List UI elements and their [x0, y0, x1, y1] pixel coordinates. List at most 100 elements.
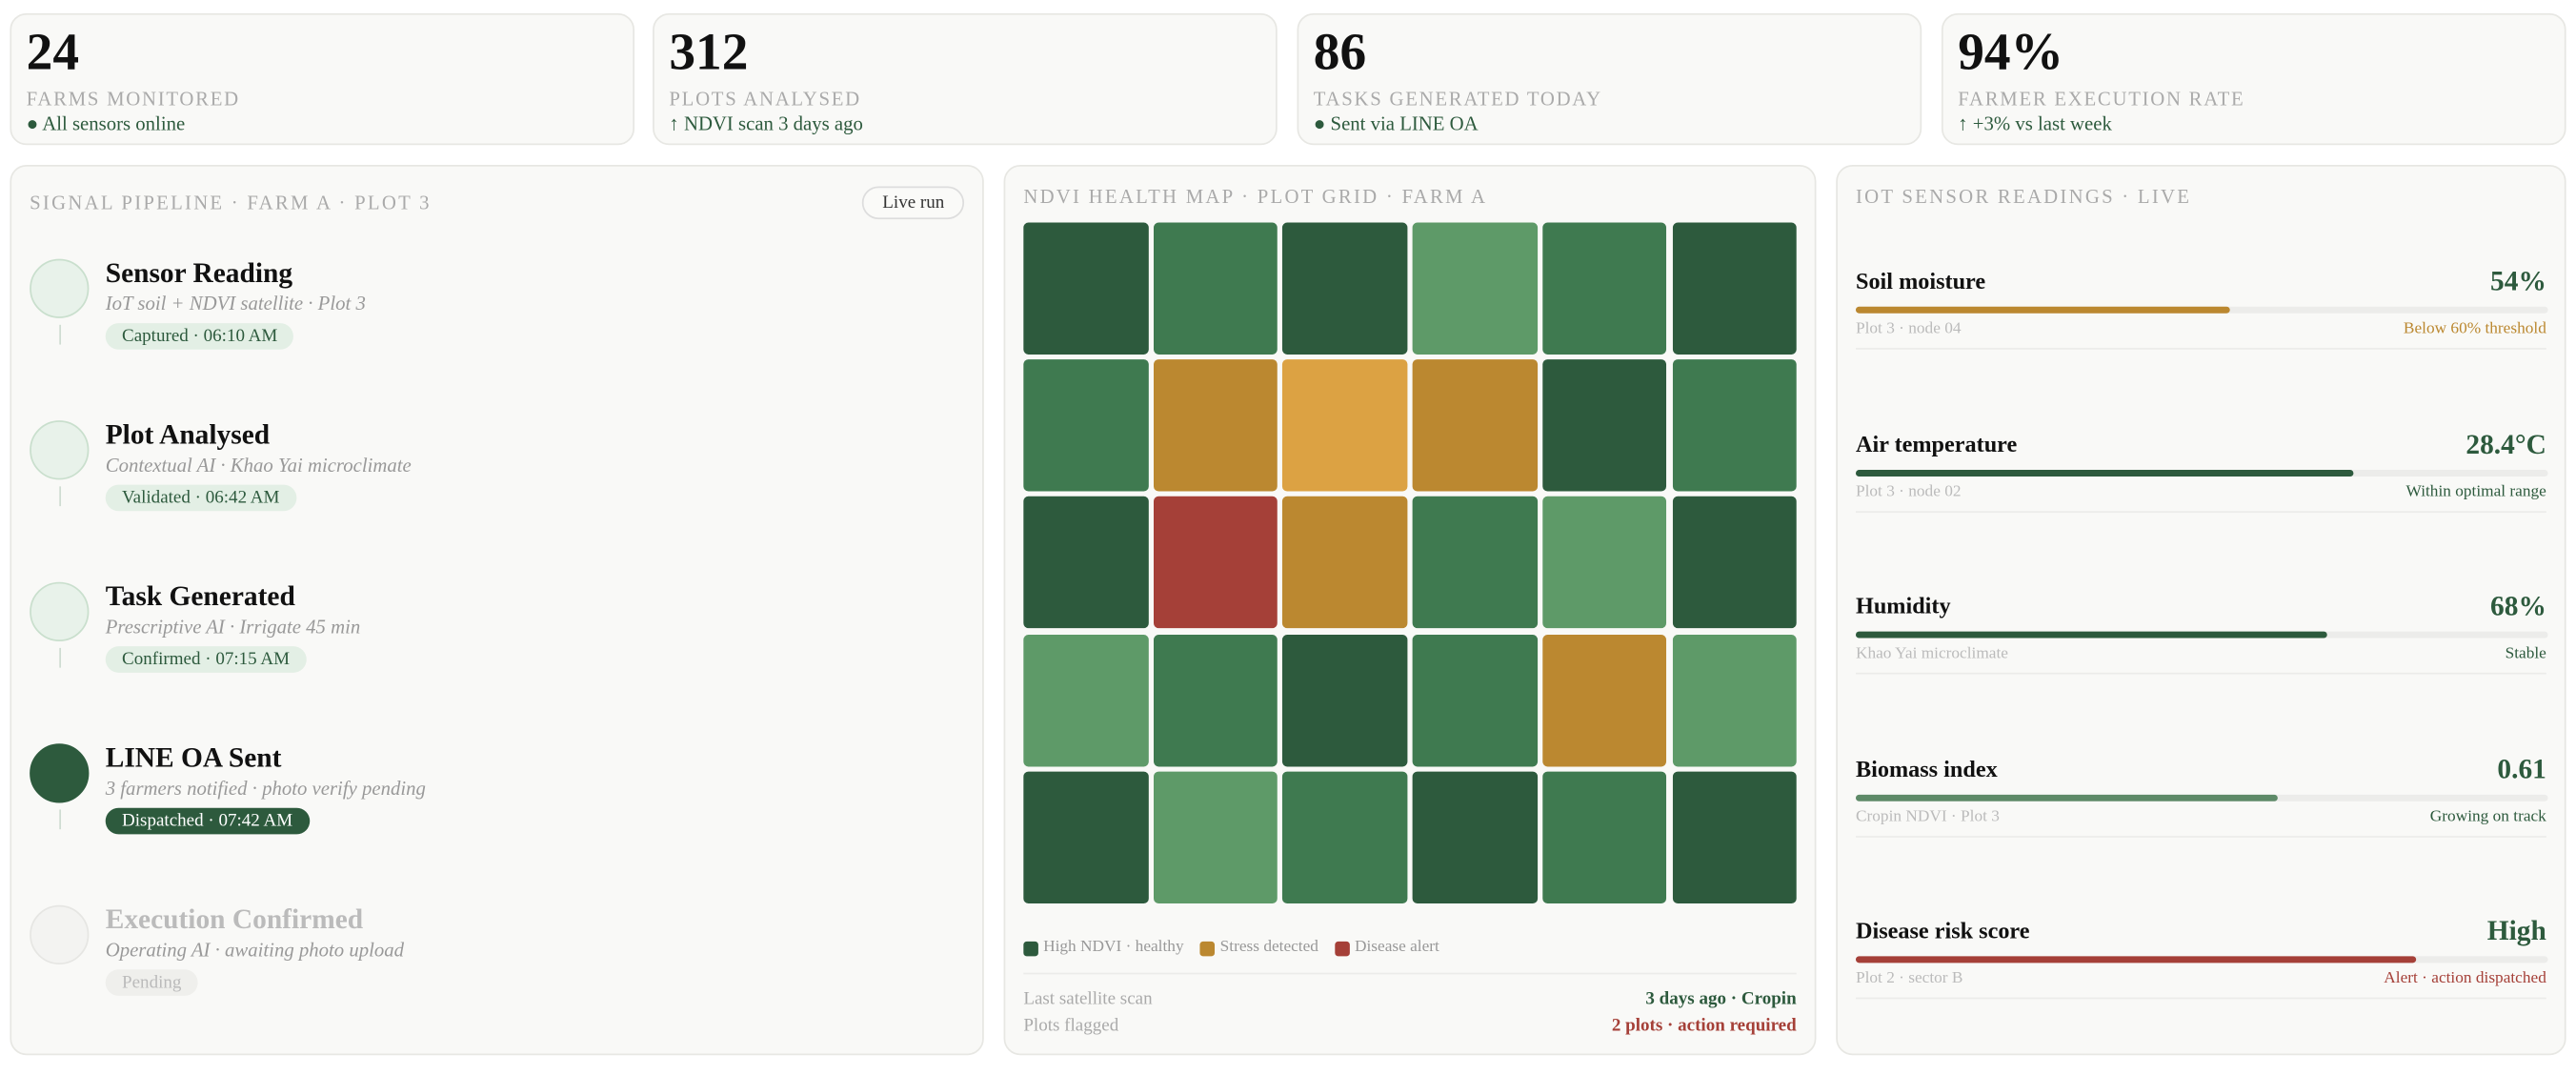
ndvi-cell: [1541, 359, 1667, 492]
step-title: Task Generated: [105, 579, 295, 612]
step-connector: [59, 647, 62, 668]
ndvi-cell: [1672, 222, 1797, 355]
ndvi-cell: [1282, 222, 1408, 355]
step-detail: Prescriptive AI · Irrigate 45 min: [105, 615, 361, 639]
legend-swatch: [1199, 941, 1216, 957]
sensor-value: 28.4°C: [2465, 427, 2546, 459]
step-detail: Operating AI · awaiting photo upload: [105, 938, 405, 962]
panel-title: IOT SENSOR READINGS · LIVE: [1855, 184, 2192, 208]
sensor-source: Plot 3 · node 04: [1855, 319, 1962, 338]
step-circle: [30, 743, 90, 803]
ndvi-cell: [1412, 771, 1538, 903]
sensor-bar: [1855, 793, 2279, 801]
kpi-card: 24 FARMS MONITORED ● All sensors online: [10, 12, 635, 146]
step-badge: Dispatched · 07:42 AM: [105, 807, 310, 835]
sensor-panel: IOT SENSOR READINGS · LIVE Soil moisture 5…: [1836, 165, 2566, 1056]
pipeline-panel: SIGNAL PIPELINE · FARM A · PLOT 3 Live ru…: [10, 165, 984, 1056]
kpi-note: ● All sensors online: [26, 112, 186, 135]
kpi-label: FARMS MONITORED: [26, 87, 240, 111]
step-badge: Confirmed · 07:15 AM: [105, 646, 307, 673]
kpi-card: 86 TASKS GENERATED TODAY ● Sent via LINE O…: [1297, 12, 1922, 146]
sensor-bar: [1855, 306, 2230, 314]
legend-label: High NDVI · healthy: [1043, 938, 1184, 957]
ndvi-cell: [1282, 771, 1408, 903]
kpi-value: 94%: [1958, 21, 2063, 81]
divider: [1023, 972, 1797, 975]
sensor-value: High: [2486, 915, 2546, 947]
ndvi-panel: NDVI HEALTH MAP · PLOT GRID · FARM A High…: [1003, 165, 1817, 1056]
ndvi-cell: [1672, 497, 1797, 629]
ndvi-cell: [1412, 497, 1538, 629]
ndvi-cell: [1153, 222, 1278, 355]
kpi-label: PLOTS ANALYSED: [669, 87, 861, 111]
step-connector: [59, 486, 62, 507]
ndvi-cell: [1153, 634, 1278, 766]
kpi-note: ● Sent via LINE OA: [1313, 112, 1479, 135]
sensor-value: 68%: [2490, 590, 2546, 622]
ndvi-cell: [1541, 497, 1667, 629]
ndvi-cell: [1023, 771, 1148, 903]
divider: [1855, 510, 2546, 513]
kpi-label: TASKS GENERATED TODAY: [1313, 87, 1602, 111]
ndvi-cell: [1023, 497, 1148, 629]
ndvi-cell: [1023, 634, 1148, 766]
ndvi-cell: [1153, 359, 1278, 492]
kpi-note: ↑ +3% vs last week: [1958, 112, 2112, 135]
step-connector: [59, 324, 62, 345]
step-badge: Validated · 06:42 AM: [105, 484, 296, 512]
sensor-note: Alert · action dispatched: [2384, 969, 2546, 988]
sensor-name: Biomass index: [1855, 757, 1998, 782]
legend-label: Disease alert: [1354, 938, 1439, 957]
ndvi-cell: [1023, 222, 1148, 355]
step-circle: [30, 258, 90, 318]
sensor-source: Plot 2 · sector B: [1855, 969, 1963, 988]
ndvi-cell: [1282, 634, 1408, 766]
ndvi-cell: [1282, 497, 1408, 629]
info-value: 3 days ago · Cropin: [1645, 989, 1797, 1009]
step-title: Plot Analysed: [105, 418, 271, 451]
ndvi-cell: [1153, 771, 1278, 903]
info-label: Last satellite scan: [1023, 989, 1153, 1009]
ndvi-cell: [1672, 634, 1797, 766]
sensor-name: Soil moisture: [1855, 270, 1986, 295]
step-connector: [59, 809, 62, 830]
step-detail: 3 farmers notified · photo verify pendin…: [105, 776, 426, 801]
kpi-value: 24: [26, 21, 80, 81]
live-run-button[interactable]: Live run: [862, 186, 965, 220]
ndvi-cell: [1023, 359, 1148, 492]
legend-swatch: [1335, 941, 1350, 957]
info-label: Plots flagged: [1023, 1015, 1119, 1036]
panel-title: SIGNAL PIPELINE · FARM A · PLOT 3: [30, 191, 432, 214]
legend-swatch: [1023, 941, 1038, 957]
kpi-value: 86: [1313, 21, 1367, 81]
ndvi-cell: [1412, 359, 1538, 492]
step-detail: IoT soil + NDVI satellite · Plot 3: [105, 292, 366, 315]
sensor-note: Within optimal range: [2405, 482, 2546, 501]
sensor-source: Cropin NDVI · Plot 3: [1855, 806, 2000, 825]
ndvi-cell: [1153, 497, 1278, 629]
step-title: Sensor Reading: [105, 256, 293, 289]
step-circle: [30, 581, 90, 641]
ndvi-cell: [1412, 634, 1538, 766]
ndvi-cell: [1412, 222, 1538, 355]
ndvi-cell: [1541, 222, 1667, 355]
divider: [1855, 348, 2546, 350]
ndvi-cell: [1541, 634, 1667, 766]
sensor-bar: [1855, 956, 2417, 963]
ndvi-cell: [1541, 771, 1667, 903]
sensor-name: Disease risk score: [1855, 920, 2030, 945]
divider: [1855, 997, 2546, 1000]
panel-title: NDVI HEALTH MAP · PLOT GRID · FARM A: [1023, 184, 1488, 208]
legend-label: Stress detected: [1219, 938, 1318, 957]
step-title: LINE OA Sent: [105, 741, 282, 774]
kpi-label: FARMER EXECUTION RATE: [1958, 87, 2245, 111]
ndvi-cell: [1672, 359, 1797, 492]
sensor-bar: [1855, 469, 2355, 477]
sensor-name: Humidity: [1855, 595, 1951, 620]
step-circle: [30, 904, 90, 965]
sensor-name: Air temperature: [1855, 433, 2018, 458]
sensor-note: Below 60% threshold: [2403, 319, 2546, 338]
divider: [1855, 835, 2546, 837]
step-title: Execution Confirmed: [105, 903, 364, 935]
